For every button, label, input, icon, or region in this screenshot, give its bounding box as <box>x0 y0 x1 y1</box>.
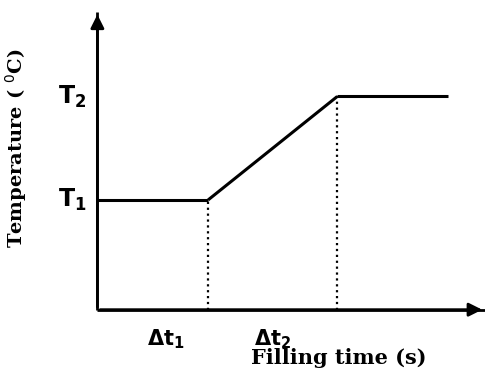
Text: Temperature ( $^0$C): Temperature ( $^0$C) <box>3 49 29 248</box>
Text: $\mathbf{T_1}$: $\mathbf{T_1}$ <box>58 187 86 213</box>
Text: $\mathbf{\Delta t_2}$: $\mathbf{\Delta t_2}$ <box>254 327 292 350</box>
Text: $\mathbf{\Delta t_1}$: $\mathbf{\Delta t_1}$ <box>147 327 185 350</box>
Text: Filling time (s): Filling time (s) <box>252 348 427 368</box>
Text: $\mathbf{T_2}$: $\mathbf{T_2}$ <box>58 83 86 109</box>
